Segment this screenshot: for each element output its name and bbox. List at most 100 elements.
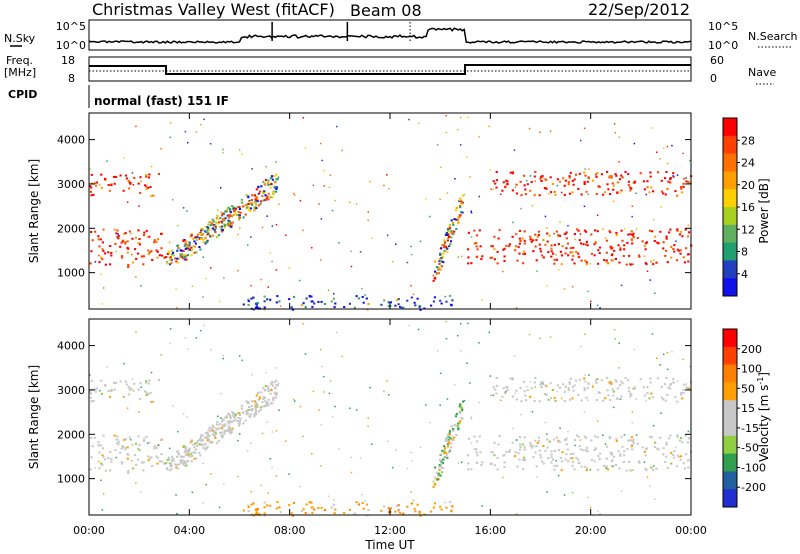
heatmap-cell <box>160 438 163 441</box>
heatmap-cell <box>227 425 230 428</box>
heatmap-cell <box>304 147 307 149</box>
heatmap-cell <box>467 322 469 325</box>
heatmap-cell <box>266 403 269 406</box>
heatmap-cell <box>689 159 691 162</box>
heatmap-cell <box>449 448 452 451</box>
heatmap-cell <box>245 400 248 403</box>
heatmap-cell <box>205 231 208 233</box>
heatmap-cell <box>193 446 196 449</box>
heatmap-cell <box>666 261 669 264</box>
heatmap-cell <box>359 251 362 253</box>
heatmap-cell <box>523 174 526 177</box>
heatmap-cell <box>250 284 252 287</box>
heatmap-cell <box>457 221 460 224</box>
heatmap-cell <box>578 445 581 448</box>
y-tick-label: 2000 <box>57 222 85 235</box>
heatmap-cell <box>541 381 544 383</box>
heatmap-cell <box>406 261 409 264</box>
heatmap-cell <box>137 388 140 391</box>
heatmap-cell <box>178 463 181 466</box>
heatmap-cell <box>240 198 243 201</box>
heatmap-cell <box>180 249 183 252</box>
heatmap-cell <box>617 450 620 453</box>
heatmap-cell <box>632 263 634 265</box>
heatmap-cell <box>127 472 130 474</box>
heatmap-cell <box>585 261 588 264</box>
heatmap-cell <box>686 441 690 444</box>
heatmap-cell <box>584 465 587 468</box>
heatmap-cell <box>116 229 119 232</box>
heatmap-cell <box>664 193 667 196</box>
heatmap-cell <box>624 171 627 173</box>
velocity-y-label: Slant Range [km] <box>27 365 41 469</box>
heatmap-cell <box>91 445 94 448</box>
heatmap-cell <box>436 478 439 481</box>
heatmap-cell <box>676 174 679 176</box>
heatmap-cell <box>99 444 102 447</box>
heatmap-cell <box>653 465 655 467</box>
heatmap-cell <box>255 196 258 199</box>
heatmap-cell <box>300 510 304 513</box>
heatmap-cell <box>555 258 559 261</box>
heatmap-cell <box>195 337 198 339</box>
heatmap-cell <box>513 355 516 357</box>
heatmap-cell <box>520 400 523 403</box>
heatmap-cell <box>104 469 107 472</box>
heatmap-cell <box>496 468 499 471</box>
heatmap-cell <box>135 257 138 260</box>
heatmap-cell <box>497 443 500 446</box>
heatmap-cell <box>443 249 446 252</box>
heatmap-cell <box>149 392 152 394</box>
power-heatmap <box>89 114 693 311</box>
heatmap-cell <box>176 261 179 264</box>
heatmap-cell <box>555 464 559 467</box>
heatmap-cell <box>90 250 93 253</box>
heatmap-cell <box>184 453 187 456</box>
heatmap-cell <box>434 270 437 273</box>
heatmap-cell <box>265 371 267 374</box>
heatmap-cell <box>478 401 480 404</box>
heatmap-cell <box>546 433 548 435</box>
heatmap-cell <box>416 503 419 506</box>
heatmap-cell <box>267 198 270 201</box>
heatmap-cell <box>253 208 256 211</box>
heatmap-cell <box>220 417 222 419</box>
heatmap-cell <box>395 243 397 245</box>
freq-panel <box>88 56 692 82</box>
heatmap-cell <box>598 186 601 188</box>
heatmap-cell <box>311 511 314 514</box>
heatmap-cell <box>275 161 277 163</box>
heatmap-cell <box>127 386 130 388</box>
heatmap-cell <box>667 386 670 389</box>
power-y-label: Slant Range [km] <box>27 159 41 263</box>
heatmap-cell <box>469 176 471 178</box>
heatmap-cell <box>437 472 440 475</box>
x-tick-label: 00:00 <box>675 524 707 537</box>
heatmap-cell <box>203 118 205 121</box>
heatmap-cell <box>170 259 173 261</box>
heatmap-cell <box>238 208 242 210</box>
heatmap-cell <box>564 252 567 255</box>
heatmap-cell <box>564 233 567 235</box>
heatmap-cell <box>446 398 449 400</box>
heatmap-cell <box>353 512 356 515</box>
heatmap-cell <box>266 504 269 507</box>
heatmap-cell <box>669 181 672 184</box>
heatmap-cell <box>416 297 419 300</box>
heatmap-cell <box>147 455 150 458</box>
heatmap-cell <box>618 261 621 264</box>
heatmap-cell <box>568 382 571 385</box>
heatmap-cell <box>437 474 440 477</box>
heatmap-cell <box>254 408 257 411</box>
heatmap-cell <box>440 453 443 456</box>
heatmap-cell <box>593 254 596 257</box>
heatmap-cell <box>223 219 226 222</box>
heatmap-cell <box>567 389 570 392</box>
heatmap-cell <box>550 450 553 453</box>
heatmap-cell <box>266 215 268 217</box>
heatmap-cell <box>649 279 651 281</box>
heatmap-cell <box>221 229 224 231</box>
heatmap-cell <box>595 193 598 195</box>
heatmap-cell <box>270 175 274 178</box>
